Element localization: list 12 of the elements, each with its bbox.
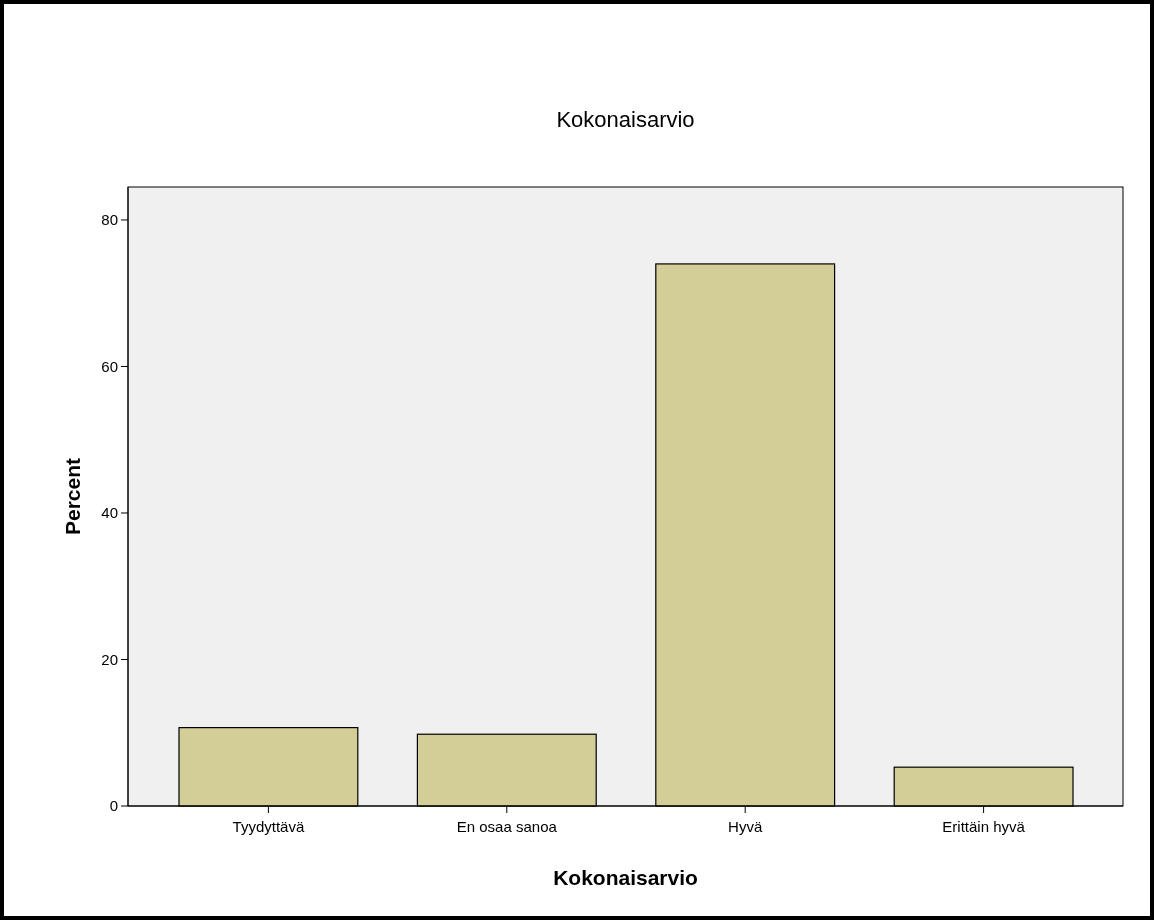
x-tick-label: En osaa sanoa bbox=[456, 818, 558, 835]
y-axis-title: Percent bbox=[61, 457, 84, 536]
y-tick-label: 80 bbox=[101, 211, 118, 229]
x-tick-label: Tyydyttävä bbox=[232, 818, 305, 835]
x-axis-title: Kokonaisarvio bbox=[553, 866, 698, 889]
x-tick-label: Hyvä bbox=[728, 818, 763, 835]
y-tick-label: 0 bbox=[109, 797, 118, 815]
y-tick-label: 20 bbox=[101, 650, 118, 668]
chart-title: Kokonaisarvio bbox=[556, 107, 695, 132]
x-tick-label: Erittäin hyvä bbox=[942, 818, 1026, 835]
y-tick-label: 60 bbox=[101, 357, 118, 375]
y-tick-label: 40 bbox=[101, 504, 118, 522]
